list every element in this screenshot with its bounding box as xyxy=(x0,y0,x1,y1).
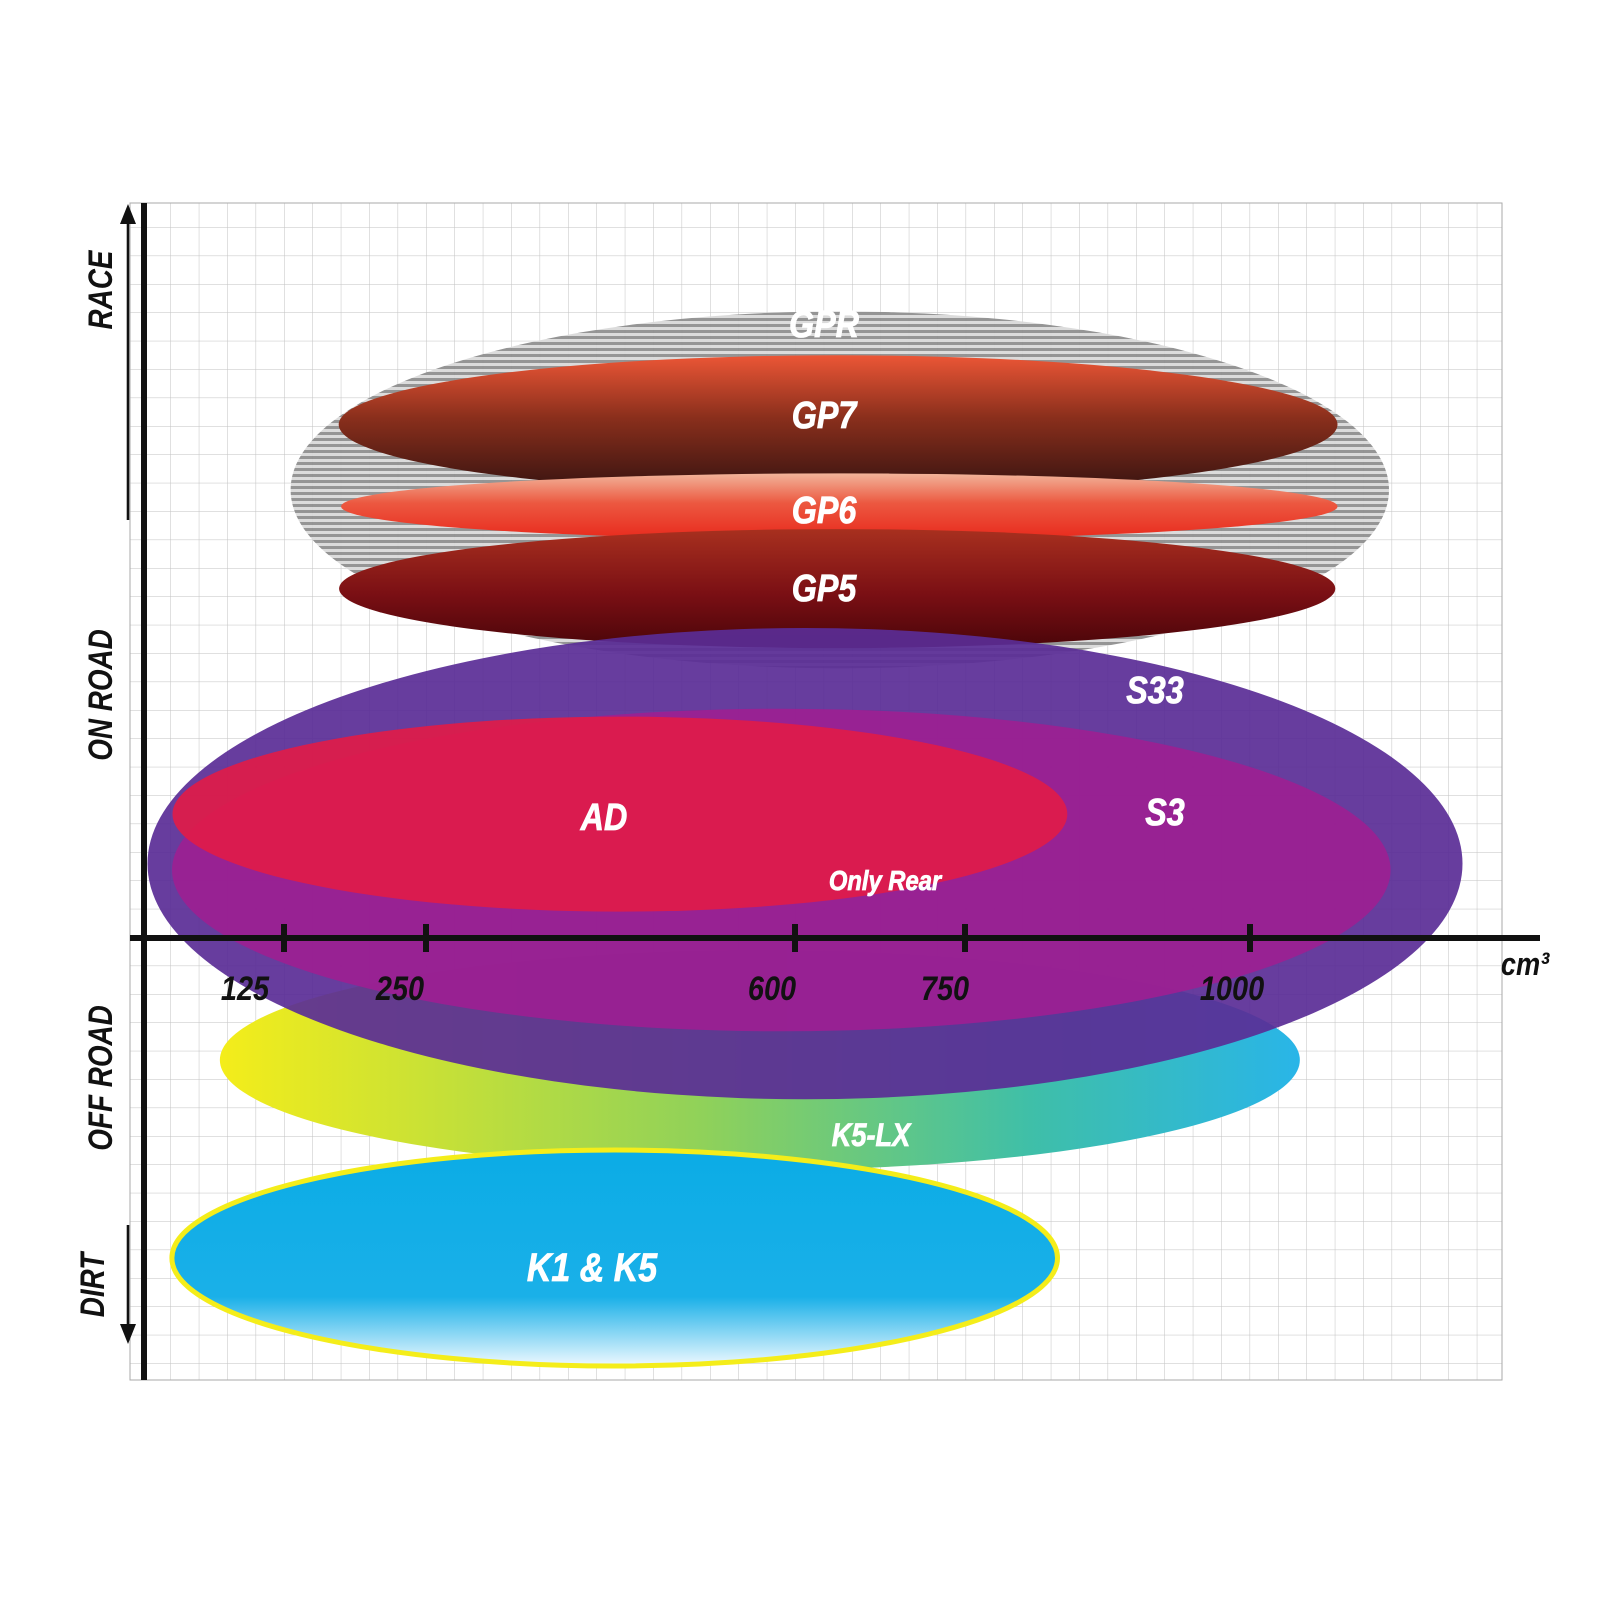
svg-text:DIRT: DIRT xyxy=(73,1250,111,1317)
svg-text:K1 & K5: K1 & K5 xyxy=(527,1244,659,1289)
svg-text:GPR: GPR xyxy=(789,304,859,346)
svg-text:Only Rear: Only Rear xyxy=(829,864,943,896)
svg-text:600: 600 xyxy=(748,969,797,1008)
svg-text:ON ROAD: ON ROAD xyxy=(81,629,119,761)
svg-text:GP7: GP7 xyxy=(792,395,858,437)
svg-text:GP5: GP5 xyxy=(792,568,858,610)
svg-text:1000: 1000 xyxy=(1200,969,1265,1008)
svg-text:S33: S33 xyxy=(1126,670,1184,712)
svg-text:RACE: RACE xyxy=(81,249,119,329)
svg-text:GP6: GP6 xyxy=(792,490,857,532)
svg-text:S3: S3 xyxy=(1145,792,1185,834)
svg-text:K5-LX: K5-LX xyxy=(832,1118,913,1154)
svg-text:cm³: cm³ xyxy=(1501,947,1550,983)
svg-text:250: 250 xyxy=(375,969,425,1008)
svg-text:750: 750 xyxy=(921,969,970,1008)
svg-text:AD: AD xyxy=(580,797,628,839)
svg-text:125: 125 xyxy=(221,969,270,1008)
svg-text:OFF ROAD: OFF ROAD xyxy=(81,1005,119,1151)
